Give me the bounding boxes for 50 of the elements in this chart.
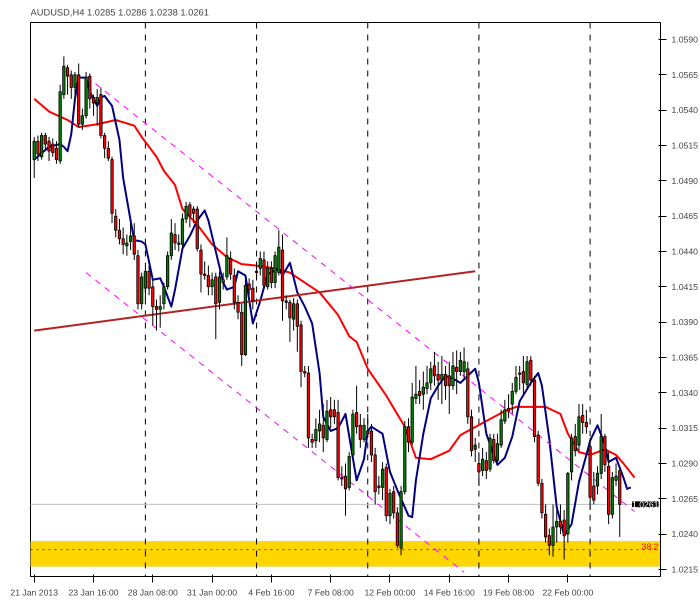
x-tick-label: 28 Jan 08:00 — [128, 588, 178, 598]
y-tick-label: 1.0215 — [672, 564, 698, 574]
ref-line-label: 1.0261 — [632, 499, 659, 510]
candlestick — [362, 418, 366, 443]
x-tick-label: 21 Jan 2013 — [10, 588, 58, 598]
y-tick-label: 1.0265 — [672, 494, 698, 504]
candlestick — [288, 299, 292, 342]
x-tick-label: 22 Feb 00:00 — [542, 588, 594, 598]
candlestick — [522, 356, 525, 395]
x-tick-label: 14 Feb 16:00 — [424, 588, 475, 598]
y-tick-label: 1.0590 — [672, 34, 698, 44]
x-tick-label: 31 Jan 00:00 — [187, 588, 238, 598]
y-tick-label: 1.0365 — [672, 352, 698, 362]
candlestick — [32, 136, 36, 178]
candlestick — [322, 404, 325, 453]
candlestick — [36, 135, 40, 162]
x-tick-label: 4 Feb 16:00 — [248, 588, 295, 598]
y-tick-label: 1.0465 — [672, 211, 698, 222]
candlestick — [225, 236, 229, 280]
candlestick — [188, 201, 192, 228]
y-tick-label: 1.0440 — [672, 246, 698, 256]
candlestick — [47, 136, 51, 162]
y-tick-label: 1.0565 — [672, 70, 698, 80]
x-tick-label: 19 Feb 08:00 — [483, 588, 534, 598]
x-tick-label: 23 Jan 16:00 — [68, 588, 119, 598]
y-tick-label: 1.0490 — [672, 176, 698, 186]
candlestick — [558, 504, 562, 535]
candlestick — [440, 356, 444, 405]
candlestick — [455, 350, 458, 395]
x-tick-label: 7 Feb 08:00 — [308, 588, 354, 598]
y-tick-label: 1.0540 — [672, 105, 698, 116]
y-tick-label: 1.0240 — [672, 529, 698, 540]
annotation: 38.2 — [642, 542, 659, 552]
y-tick-label: 1.0515 — [672, 140, 698, 150]
candlestick — [518, 365, 522, 390]
y-tick-label: 1.0315 — [672, 423, 698, 434]
y-tick-label: 1.0390 — [672, 317, 698, 328]
candlestick — [66, 64, 70, 96]
candlestick — [551, 504, 555, 558]
candlestick — [458, 351, 462, 376]
candlestick — [477, 452, 481, 487]
chart-title: AUDUSD,H4 1.0285 1.0286 1.0238 1.0261 — [30, 8, 209, 18]
y-tick-label: 1.0415 — [672, 282, 698, 292]
candlestick — [525, 356, 529, 390]
x-tick-label: 12 Feb 00:00 — [364, 588, 416, 598]
y-tick-label: 1.0290 — [672, 458, 698, 468]
candlestick — [448, 361, 451, 414]
candlestick — [40, 132, 44, 160]
candlestick — [206, 265, 210, 296]
y-tick-label: 1.0340 — [672, 388, 698, 398]
